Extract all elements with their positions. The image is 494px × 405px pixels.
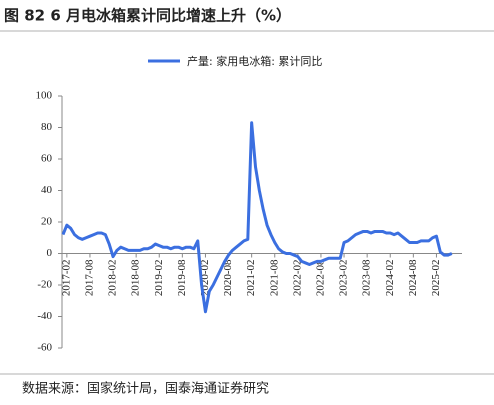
x-tick-label: 2017-08 (83, 259, 95, 296)
x-tick-label: 2021-02 (245, 260, 257, 297)
x-tick-label: 2023-08 (361, 259, 373, 296)
x-tick-label: 2019-02 (153, 260, 165, 297)
x-tick-label: 2022-02 (291, 260, 303, 297)
x-tick-label: 2022-08 (314, 259, 326, 296)
y-tick-label: -20 (37, 279, 52, 291)
source: 数据来源：国家统计局，国泰海通证券研究 (22, 381, 269, 397)
y-tick-label: 20 (41, 216, 53, 228)
y-tick-label: -40 (37, 310, 52, 322)
x-tick-label: 2021-08 (268, 259, 280, 296)
x-tick-label: 2017-02 (60, 260, 72, 297)
x-tick-label: 2024-08 (407, 259, 419, 296)
chart-title: 图 82 6 月电冰箱累计同比增速上升（%） (4, 7, 291, 25)
legend-label: 产量: 家用电冰箱: 累计同比 (187, 54, 322, 68)
x-tick-label: 2024-02 (384, 260, 396, 297)
series-line (61, 121, 453, 314)
x-tick-label: 2019-08 (176, 259, 188, 296)
y-tick-label: -60 (37, 342, 52, 354)
x-tick-label: 2025-02 (430, 260, 442, 297)
x-tick-label: 2023-02 (338, 260, 350, 297)
y-tick-label: 40 (41, 184, 53, 196)
x-tick-label: 2020-08 (222, 259, 234, 296)
y-tick-label: 100 (36, 90, 53, 102)
y-tick-label: 60 (41, 153, 53, 165)
x-tick-label: 2018-08 (130, 259, 142, 296)
y-tick-label: 80 (41, 121, 53, 133)
x-tick-label: 2018-02 (107, 260, 119, 297)
y-tick-label: 0 (47, 247, 53, 259)
